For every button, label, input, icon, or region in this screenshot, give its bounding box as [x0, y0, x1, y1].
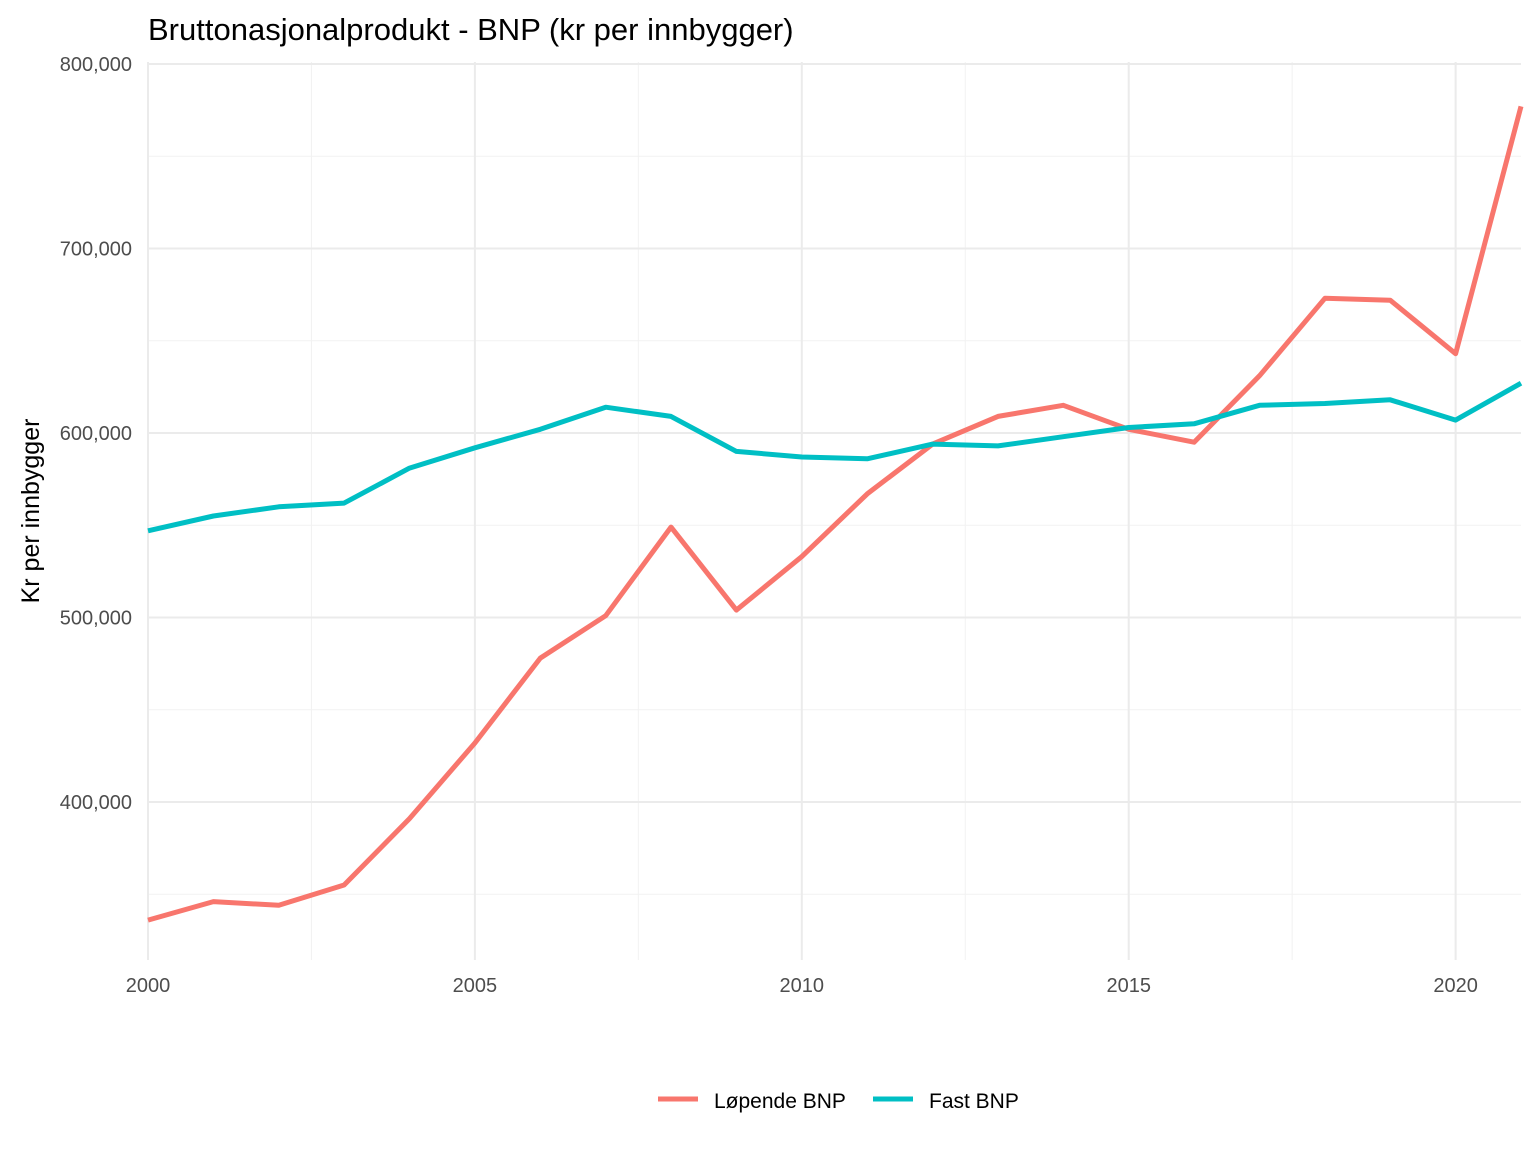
- x-tick-label: 2005: [453, 975, 498, 997]
- x-tick-label: 2015: [1106, 975, 1151, 997]
- major-gridlines: [147, 62, 1521, 960]
- x-tick-label: 2000: [126, 975, 171, 997]
- y-tick-label: 800,000: [60, 54, 132, 76]
- legend-label-0: Løpende BNP: [714, 1090, 846, 1113]
- y-tick-label: 400,000: [60, 792, 132, 814]
- minor-gridlines: [148, 62, 1521, 960]
- legend-label-1: Fast BNP: [929, 1090, 1019, 1113]
- x-axis-ticks: 2000 2005 2010 2015 2020: [126, 975, 1478, 997]
- series-lines: [147, 105, 1524, 923]
- x-tick-label: 2020: [1433, 975, 1478, 997]
- y-axis-ticks: 400,000 500,000 600,000 700,000 800,000: [60, 54, 132, 814]
- y-tick-label: 700,000: [60, 239, 132, 261]
- y-axis-label: Kr per innbygger: [17, 419, 45, 604]
- x-tick-label: 2010: [780, 975, 825, 997]
- series-line-1: [147, 381, 1523, 534]
- series-line-0: [147, 105, 1524, 923]
- y-tick-label: 600,000: [60, 423, 132, 445]
- legend: Løpende BNP Fast BNP: [658, 1090, 1019, 1113]
- y-tick-label: 500,000: [60, 608, 132, 630]
- chart-title: Bruttonasjonalprodukt - BNP (kr per innb…: [148, 12, 794, 47]
